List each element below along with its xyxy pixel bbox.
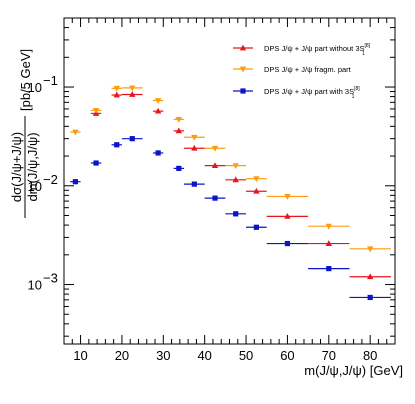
x-tick-label: 70 [322,348,336,363]
y-tick-label-exponent: −3 [43,271,58,286]
x-tick-label: 40 [197,348,211,363]
legend-marker [239,66,247,73]
data-point-marker [326,266,332,272]
data-point-marker [175,127,183,134]
data-point-marker [176,165,182,171]
data-point-marker [366,273,374,280]
data-point-marker [154,107,162,114]
data-point-marker [253,224,259,230]
y-tick-label: 10 [28,179,42,194]
data-point-marker [233,211,239,217]
legend-label: DPS J/ψ + J/ψ part with 3S[8] 1 [264,86,360,100]
series-1 [90,91,391,280]
data-point-marker [113,85,120,92]
data-point-marker [155,150,161,156]
data-point-marker [284,194,291,200]
data-point-marker [93,160,99,166]
y-axis-label: dσ(J/ψ+J/ψ) dm(J/ψ,J/ψ) [pb/5 GeV] [9,49,40,218]
y-axis-label-unit: [pb/5 GeV] [18,49,33,111]
legend-marker [240,88,246,94]
x-tick-label: 50 [239,348,253,363]
data-point-marker [211,162,219,169]
data-point-marker [191,181,197,187]
legend-label: DPS J/ψ + J/ψ fragm. part [264,65,352,74]
data-point-marker [212,195,218,201]
series-2 [70,85,391,253]
data-point-marker [113,91,120,98]
data-point-marker [284,240,291,247]
data-point-marker [154,98,162,104]
x-axis-label: m(J/ψ,J/ψ) [GeV] [304,363,403,378]
data-point-marker [129,136,135,142]
data-point-marker [191,144,198,151]
series-3 [70,136,391,301]
data-point-marker [325,223,332,230]
data-point-marker [92,107,100,114]
x-tick-label: 20 [115,348,129,363]
legend-label: DPS J/ψ + J/ψ part without 3S[8] 1 [264,43,371,57]
x-tick-label: 60 [280,348,294,363]
y-tick-label-exponent: −2 [43,172,58,187]
x-tick-label: 80 [363,348,377,363]
data-point-marker [325,240,332,246]
data-point-marker [366,246,374,253]
legend: DPS J/ψ + J/ψ part without 3S[8] 1 DPS J/ψ… [233,43,371,100]
y-axis-label-numerator: dσ(J/ψ+J/ψ) [9,132,24,202]
data-point-marker [129,85,136,92]
legend-entry-2: DPS J/ψ + J/ψ fragm. part [233,65,352,74]
series-layer [70,85,391,301]
data-point-marker [284,212,291,219]
legend-marker [239,44,247,51]
data-point-marker [253,176,260,183]
data-point-marker [253,187,260,194]
data-point-marker [232,163,239,170]
x-tick-label: 10 [73,348,87,363]
y-tick-label-exponent: −1 [43,73,58,88]
legend-entry-1: DPS J/ψ + J/ψ part without 3S[8] 1 [233,43,371,57]
data-point-marker [72,129,79,136]
data-point-marker [114,142,120,148]
data-point-marker [72,179,78,185]
data-point-marker [175,117,183,123]
legend-entry-3: DPS J/ψ + J/ψ part with 3S[8] 1 [233,86,360,100]
data-point-marker [232,176,239,183]
x-tick-label: 30 [156,348,170,363]
data-point-marker [211,145,219,152]
data-point-marker [129,91,136,97]
y-tick-label: 10 [28,278,42,293]
y-tick-label: 10 [28,80,42,95]
y-axis-label-denominator: dm(J/ψ,J/ψ) [25,132,40,201]
data-point-marker [191,134,198,141]
data-point-marker [367,294,373,301]
